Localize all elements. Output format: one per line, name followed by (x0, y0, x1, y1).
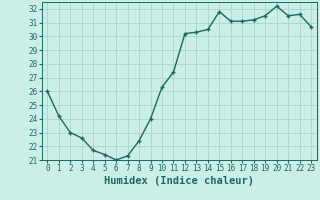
X-axis label: Humidex (Indice chaleur): Humidex (Indice chaleur) (104, 176, 254, 186)
